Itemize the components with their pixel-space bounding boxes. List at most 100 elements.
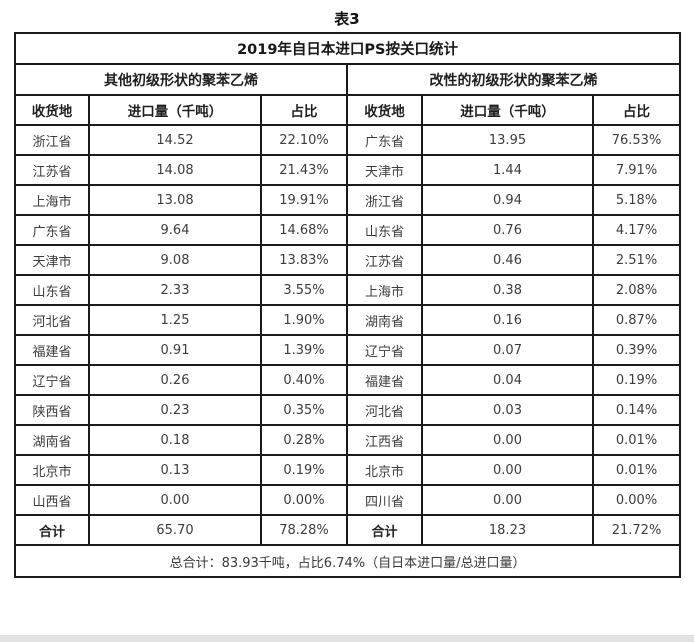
volume-cell: 0.23 <box>88 394 262 426</box>
region-cell: 河北省 <box>346 394 423 426</box>
total-volume-right: 18.23 <box>421 514 594 546</box>
region-cell: 福建省 <box>346 364 423 396</box>
volume-cell: 0.94 <box>421 184 594 216</box>
share-cell: 76.53% <box>591 124 682 156</box>
region-cell: 上海市 <box>14 184 90 216</box>
region-cell: 江苏省 <box>346 244 423 276</box>
share-cell: 7.91% <box>591 154 682 186</box>
volume-cell: 0.13 <box>88 454 262 486</box>
column-header-region-right: 收货地 <box>346 94 423 126</box>
region-cell: 北京市 <box>14 454 90 486</box>
share-cell: 2.51% <box>591 244 682 276</box>
volume-cell: 0.03 <box>421 394 594 426</box>
volume-cell: 0.18 <box>88 424 262 456</box>
volume-cell: 9.64 <box>88 214 262 246</box>
column-header-volume-left: 进口量（千吨） <box>88 94 262 126</box>
share-cell: 13.83% <box>260 244 348 276</box>
total-volume-left: 65.70 <box>88 514 262 546</box>
volume-cell: 0.00 <box>421 484 594 516</box>
share-cell: 0.01% <box>591 424 682 456</box>
column-header-region-left: 收货地 <box>14 94 90 126</box>
share-cell: 1.90% <box>260 304 348 336</box>
group-header-other-ps: 其他初级形状的聚苯乙烯 <box>14 63 348 96</box>
table-row: 辽宁省 0.26 0.40% 福建省 0.04 0.19% <box>14 364 682 396</box>
volume-cell: 0.00 <box>88 484 262 516</box>
grand-total-row: 总合计：83.93千吨，占比6.74%（自日本进口量/总进口量） <box>13 544 682 578</box>
share-cell: 0.28% <box>260 424 348 456</box>
column-header-row: 收货地 进口量（千吨） 占比 收货地 进口量（千吨） 占比 <box>14 94 682 126</box>
group-header-row: 其他初级形状的聚苯乙烯 改性的初级形状的聚苯乙烯 <box>14 63 682 96</box>
volume-cell: 14.08 <box>88 154 262 186</box>
table-title-row: 2019年自日本进口PS按关口统计 <box>13 32 682 65</box>
table-row: 上海市 13.08 19.91% 浙江省 0.94 5.18% <box>14 184 682 216</box>
share-cell: 0.87% <box>591 304 682 336</box>
total-row: 合计 65.70 78.28% 合计 18.23 21.72% <box>14 514 682 546</box>
region-cell: 浙江省 <box>346 184 423 216</box>
region-cell: 江西省 <box>346 424 423 456</box>
region-cell: 江苏省 <box>14 154 90 186</box>
region-cell: 辽宁省 <box>14 364 90 396</box>
volume-cell: 0.38 <box>421 274 594 306</box>
volume-cell: 0.16 <box>421 304 594 336</box>
share-cell: 0.19% <box>260 454 348 486</box>
column-header-volume-right: 进口量（千吨） <box>421 94 594 126</box>
volume-cell: 0.26 <box>88 364 262 396</box>
table-body: 浙江省 14.52 22.10% 广东省 13.95 76.53% 江苏省 14.08 21.4… <box>14 124 682 516</box>
region-cell: 四川省 <box>346 484 423 516</box>
column-header-share-right: 占比 <box>591 94 682 126</box>
share-cell: 4.17% <box>591 214 682 246</box>
volume-cell: 13.95 <box>421 124 594 156</box>
share-cell: 2.08% <box>591 274 682 306</box>
region-cell: 天津市 <box>346 154 423 186</box>
share-cell: 0.14% <box>591 394 682 426</box>
volume-cell: 0.91 <box>88 334 262 366</box>
volume-cell: 0.46 <box>421 244 594 276</box>
total-label-right: 合计 <box>346 514 423 546</box>
region-cell: 广东省 <box>346 124 423 156</box>
region-cell: 山东省 <box>346 214 423 246</box>
region-cell: 浙江省 <box>14 124 90 156</box>
region-cell: 山东省 <box>14 274 90 306</box>
share-cell: 1.39% <box>260 334 348 366</box>
region-cell: 天津市 <box>14 244 90 276</box>
region-cell: 山西省 <box>14 484 90 516</box>
volume-cell: 0.00 <box>421 454 594 486</box>
table-row: 浙江省 14.52 22.10% 广东省 13.95 76.53% <box>14 124 682 156</box>
region-cell: 上海市 <box>346 274 423 306</box>
volume-cell: 1.44 <box>421 154 594 186</box>
total-share-left: 78.28% <box>260 514 348 546</box>
table-row: 山东省 2.33 3.55% 上海市 0.38 2.08% <box>14 274 682 306</box>
region-cell: 河北省 <box>14 304 90 336</box>
ps-import-table: 2019年自日本进口PS按关口统计 其他初级形状的聚苯乙烯 改性的初级形状的聚苯… <box>13 32 682 578</box>
share-cell: 14.68% <box>260 214 348 246</box>
share-cell: 0.01% <box>591 454 682 486</box>
volume-cell: 0.76 <box>421 214 594 246</box>
table-row: 陕西省 0.23 0.35% 河北省 0.03 0.14% <box>14 394 682 426</box>
table-row: 天津市 9.08 13.83% 江苏省 0.46 2.51% <box>14 244 682 276</box>
group-header-modified-ps: 改性的初级形状的聚苯乙烯 <box>345 63 682 96</box>
table-row: 北京市 0.13 0.19% 北京市 0.00 0.01% <box>14 454 682 486</box>
share-cell: 5.18% <box>591 184 682 216</box>
table-row: 福建省 0.91 1.39% 辽宁省 0.07 0.39% <box>14 334 682 366</box>
grand-total-note: 总合计：83.93千吨，占比6.74%（自日本进口量/总进口量） <box>13 544 682 578</box>
page-bottom-strip <box>0 635 694 642</box>
table-row: 广东省 9.64 14.68% 山东省 0.76 4.17% <box>14 214 682 246</box>
table-row: 湖南省 0.18 0.28% 江西省 0.00 0.01% <box>14 424 682 456</box>
share-cell: 21.43% <box>260 154 348 186</box>
page-title: 表3 <box>334 10 360 28</box>
region-cell: 福建省 <box>14 334 90 366</box>
volume-cell: 0.00 <box>421 424 594 456</box>
table-row: 山西省 0.00 0.00% 四川省 0.00 0.00% <box>14 484 682 516</box>
total-label-left: 合计 <box>14 514 90 546</box>
share-cell: 22.10% <box>260 124 348 156</box>
region-cell: 湖南省 <box>346 304 423 336</box>
share-cell: 0.39% <box>591 334 682 366</box>
region-cell: 湖南省 <box>14 424 90 456</box>
volume-cell: 0.04 <box>421 364 594 396</box>
share-cell: 0.35% <box>260 394 348 426</box>
share-cell: 0.00% <box>260 484 348 516</box>
volume-cell: 13.08 <box>88 184 262 216</box>
table-title: 2019年自日本进口PS按关口统计 <box>13 32 682 65</box>
column-header-share-left: 占比 <box>260 94 348 126</box>
share-cell: 0.19% <box>591 364 682 396</box>
